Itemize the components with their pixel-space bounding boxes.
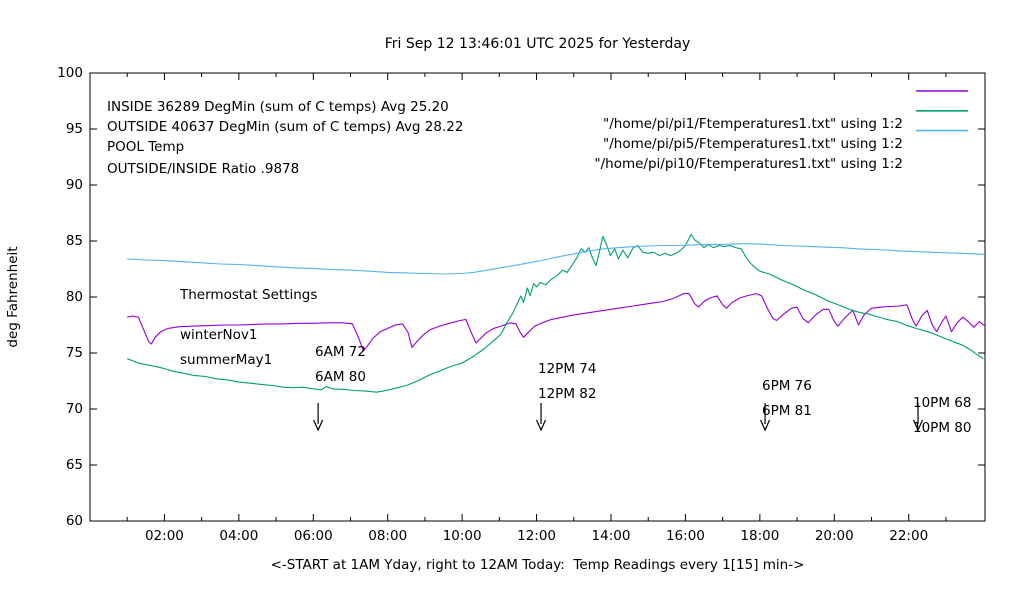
legend-file-label: "/home/pi/pi1/Ftemperatures1.txt" using … bbox=[603, 116, 903, 132]
x-tick-label: 04:00 bbox=[219, 528, 259, 544]
x-tick-label: 18:00 bbox=[740, 528, 780, 544]
thermostat-setting: 6AM 80 bbox=[315, 369, 366, 385]
thermostat-row-summer: summerMay1 6AM 80 12PM 82 6PM 81 10PM 80 bbox=[0, 335, 1020, 436]
legend-file-label: "/home/pi/pi10/Ftemperatures1.txt" using… bbox=[594, 156, 903, 172]
x-tick-label: 20:00 bbox=[814, 528, 854, 544]
y-tick-label: 70 bbox=[65, 401, 83, 417]
y-tick-label: 90 bbox=[65, 177, 83, 193]
x-tick-label: 12:00 bbox=[517, 528, 557, 544]
thermostat-row-name: summerMay1 bbox=[180, 352, 273, 368]
x-tick-label: 06:00 bbox=[293, 528, 333, 544]
thermostat-title: Thermostat Settings bbox=[180, 287, 318, 303]
x-tick-label: 16:00 bbox=[665, 528, 705, 544]
x-tick-label: 14:00 bbox=[591, 528, 631, 544]
y-tick-label: 100 bbox=[57, 65, 83, 81]
legend-row-outside: OUTSIDE 40637 DegMin (sum of C temps) Av… bbox=[0, 102, 1020, 152]
y-tick-label: 80 bbox=[65, 289, 83, 305]
x-axis-label: <-START at 1AM Yday, right to 12AM Today… bbox=[270, 557, 805, 573]
legend-row-pool: POOL Temp "/home/pi/pi10/Ftemperatures1.… bbox=[0, 122, 1020, 172]
event-arrow-head bbox=[535, 419, 547, 432]
y-tick-label: 95 bbox=[65, 121, 83, 137]
x-tick-label: 08:00 bbox=[368, 528, 408, 544]
y-tick-label: 85 bbox=[65, 233, 83, 249]
y-tick-label: 65 bbox=[65, 457, 83, 473]
thermostat-setting: 12PM 82 bbox=[538, 386, 597, 402]
x-tick-label: 10:00 bbox=[442, 528, 482, 544]
thermostat-setting: 6AM 72 bbox=[315, 344, 366, 360]
ratio-text: OUTSIDE/INSIDE Ratio .9878 bbox=[107, 161, 300, 177]
series-inside-line bbox=[127, 293, 986, 352]
thermostat-row-name: winterNov1 bbox=[180, 327, 258, 343]
y-tick-label: 60 bbox=[65, 513, 83, 529]
series-pool-line bbox=[127, 243, 986, 275]
thermostat-setting: 6PM 81 bbox=[762, 403, 812, 419]
x-tick-label: 02:00 bbox=[144, 528, 184, 544]
series-outside-line bbox=[126, 233, 984, 393]
x-tick-label: 22:00 bbox=[889, 528, 929, 544]
thermostat-setting: 10PM 68 bbox=[913, 395, 972, 411]
legend-file-label: "/home/pi/pi5/Ftemperatures1.txt" using … bbox=[603, 136, 903, 152]
thermostat-setting: 6PM 76 bbox=[762, 378, 812, 394]
y-tick-label: 75 bbox=[65, 345, 83, 361]
event-arrow-head bbox=[313, 419, 324, 432]
thermostat-row-winter: winterNov1 6AM 72 12PM 74 6PM 76 10PM 68 bbox=[0, 310, 1020, 411]
legend-row-inside: INSIDE 36289 DegMin (sum of C temps) Avg… bbox=[0, 82, 1020, 132]
chart-title: Fri Sep 12 13:46:01 UTC 2025 for Yesterd… bbox=[384, 36, 691, 52]
event-arrow-head bbox=[760, 419, 771, 432]
event-arrow-head bbox=[912, 419, 924, 432]
legend-series-label: INSIDE 36289 DegMin (sum of C temps) Avg… bbox=[107, 99, 449, 115]
thermostat-setting: 12PM 74 bbox=[538, 361, 597, 377]
legend-series-label: OUTSIDE 40637 DegMin (sum of C temps) Av… bbox=[107, 119, 464, 135]
thermostat-setting: 10PM 80 bbox=[913, 420, 972, 436]
legend-series-label: POOL Temp bbox=[107, 139, 185, 155]
